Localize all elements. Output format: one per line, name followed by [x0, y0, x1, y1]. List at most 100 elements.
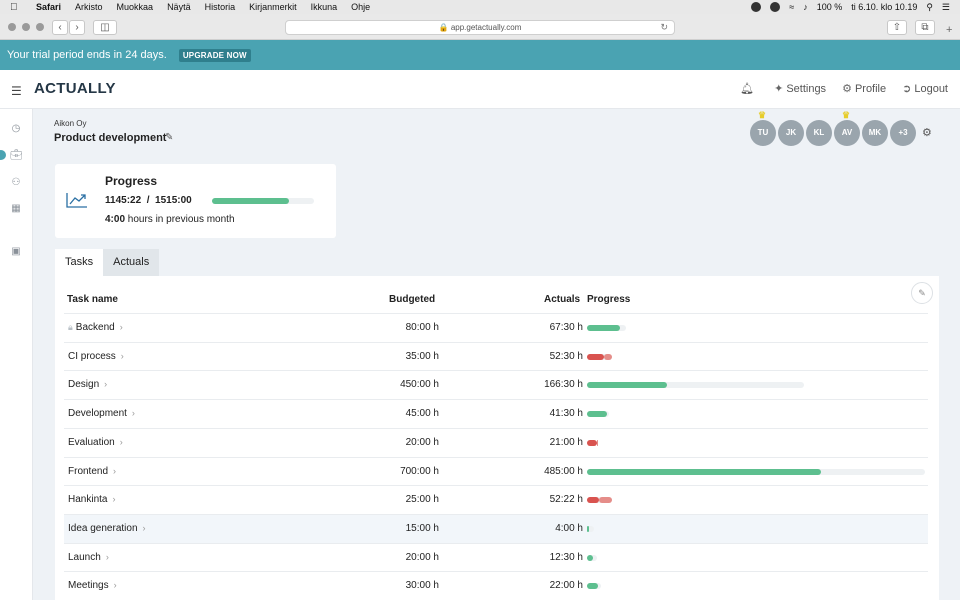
address-bar[interactable]: 🔒 app.getactually.com ↻ [285, 20, 675, 35]
actuals-value: 41:30 h [549, 408, 583, 420]
close-window-button[interactable] [8, 23, 16, 31]
tabs-overview-icon[interactable]: ⧉ [915, 20, 935, 35]
avatar[interactable]: MK [862, 120, 888, 146]
chevron-right-icon[interactable]: › [112, 494, 116, 505]
team-icon[interactable]: ⚇ [11, 177, 21, 188]
budgeted-value: 20:00 h [405, 436, 439, 448]
menu-item[interactable]: Ohje [351, 2, 371, 12]
briefcase-icon[interactable]: 💼︎ [10, 150, 23, 161]
chevron-right-icon[interactable]: › [119, 436, 123, 447]
avatar[interactable]: KL [806, 120, 832, 146]
task-name[interactable]: Development › [68, 408, 135, 419]
table-row[interactable]: CI process › 35:00 h 52:30 h [64, 341, 928, 371]
wifi-icon[interactable]: ≈ [789, 2, 795, 12]
company-name[interactable]: Aikon Oy [54, 119, 87, 128]
task-name[interactable]: Frontend › [68, 466, 116, 477]
settings-label: Settings [786, 83, 827, 95]
tasks-table: ✎ Task name Budgeted Actuals Progress 🔒︎… [55, 276, 939, 600]
chevron-right-icon[interactable]: › [131, 408, 135, 419]
status-icon[interactable] [770, 2, 781, 12]
more-members-avatar[interactable]: +3 [890, 120, 916, 146]
task-name-text: CI process [68, 350, 116, 362]
edit-table-button[interactable]: ✎ [911, 282, 933, 304]
app-logo[interactable]: ACTUALLY [34, 80, 116, 97]
column-header-actuals[interactable]: Actuals [544, 294, 581, 305]
status-icon[interactable] [751, 2, 762, 12]
table-row[interactable]: Evaluation › 20:00 h 21:00 h [64, 427, 928, 457]
report-icon[interactable]: ▦ [11, 203, 21, 214]
task-progress-fill [587, 468, 822, 475]
tab-tasks[interactable]: Tasks [55, 249, 104, 276]
minimize-window-button[interactable] [22, 23, 30, 31]
table-row[interactable]: Idea generation › 15:00 h 4:00 h [64, 513, 928, 543]
task-name[interactable]: Idea generation › [68, 523, 146, 534]
sidebar-toggle-icon[interactable]: ◫ [93, 20, 117, 35]
chevron-right-icon[interactable]: › [113, 580, 117, 591]
task-name[interactable]: 🔒︎ Backend › [68, 322, 123, 333]
battery-label[interactable]: 100 % [816, 2, 843, 12]
menu-item[interactable]: Historia [204, 2, 236, 12]
column-header-budgeted[interactable]: Budgeted [389, 294, 436, 305]
apple-icon[interactable]:  [10, 2, 24, 13]
menu-item[interactable]: Arkisto [75, 2, 103, 12]
avatar[interactable]: JK [778, 120, 804, 146]
task-name[interactable]: Hankinta › [68, 494, 115, 505]
chevron-right-icon[interactable]: › [120, 350, 124, 361]
lock-icon: 🔒 [438, 23, 449, 32]
back-button[interactable]: ‹ [52, 20, 68, 35]
forward-button[interactable]: › [69, 20, 85, 35]
avatar[interactable]: ♛ TU [750, 111, 776, 146]
menu-app-name[interactable]: Safari [36, 2, 62, 12]
new-tab-icon[interactable]: + [946, 24, 953, 36]
team-settings-icon[interactable]: ⚙ [922, 127, 932, 139]
chevron-right-icon[interactable]: › [104, 379, 108, 390]
avatar[interactable]: ♛ AV [834, 111, 860, 146]
menu-item[interactable]: Ikkuna [310, 2, 338, 12]
notifications-icon[interactable]: 🔔︎ [740, 83, 755, 95]
profile-label: Profile [854, 83, 887, 95]
zoom-window-button[interactable] [36, 23, 44, 31]
task-progress-fill [587, 525, 589, 532]
clock[interactable]: ti 6.10. klo 10.19 [851, 2, 918, 12]
chevron-right-icon[interactable]: › [105, 551, 109, 562]
edit-title-icon[interactable]: ✎ [165, 132, 174, 143]
profile-link[interactable]: ⚙ Profile [842, 82, 886, 95]
chevron-right-icon[interactable]: › [119, 322, 123, 332]
clock-icon[interactable]: ◷ [11, 123, 21, 134]
menu-item[interactable]: Muokkaa [116, 2, 154, 12]
table-row[interactable]: Launch › 20:00 h 12:30 h [64, 542, 928, 572]
table-row[interactable]: Hankinta › 25:00 h 52:22 h [64, 485, 928, 514]
table-row[interactable]: Frontend › 700:00 h 485:00 h [64, 456, 928, 486]
menu-item[interactable]: Näytä [167, 2, 191, 12]
control-center-icon[interactable]: ☰ [941, 1, 950, 12]
tab-bar: Tasks Actuals [55, 249, 160, 276]
task-progress-bar [587, 353, 613, 360]
chevron-right-icon[interactable]: › [142, 522, 146, 533]
share-icon[interactable]: ⇧ [887, 20, 907, 35]
column-header-name[interactable]: Task name [67, 294, 118, 305]
table-row[interactable]: Meetings › 30:00 h 22:00 h [64, 571, 928, 600]
tab-actuals[interactable]: Actuals [103, 249, 160, 276]
sidebar: ◷ 💼︎ ⚇ ▦ ▣ [0, 109, 33, 600]
upgrade-button[interactable]: UPGRADE NOW [178, 48, 251, 62]
table-row[interactable]: 🔒︎ Backend › 80:00 h 67:30 h [64, 313, 928, 342]
task-name[interactable]: Design › [68, 379, 107, 390]
reload-icon[interactable]: ↻ [660, 22, 668, 32]
table-row[interactable]: Design › 450:00 h 166:30 h [64, 370, 928, 399]
volume-icon[interactable]: ♪ [803, 2, 808, 12]
logout-link[interactable]: ➲ Logout [902, 82, 948, 95]
contact-icon[interactable]: ▣ [11, 246, 21, 257]
budgeted-value: 700:00 h [400, 465, 439, 477]
settings-link[interactable]: ✦ Settings [774, 82, 826, 95]
task-name[interactable]: CI process › [68, 351, 124, 362]
spotlight-icon[interactable]: ⚲ [926, 1, 933, 12]
task-name[interactable]: Meetings › [68, 580, 117, 591]
menu-item[interactable]: Kirjanmerkit [249, 2, 297, 12]
task-name[interactable]: Evaluation › [68, 437, 123, 448]
column-header-progress[interactable]: Progress [587, 294, 631, 305]
task-name[interactable]: Launch › [68, 552, 109, 563]
hamburger-icon[interactable]: ☰ [11, 84, 22, 98]
table-row[interactable]: Development › 45:00 h 41:30 h [64, 399, 928, 428]
actuals-value: 67:30 h [549, 322, 583, 333]
chevron-right-icon[interactable]: › [113, 465, 117, 476]
